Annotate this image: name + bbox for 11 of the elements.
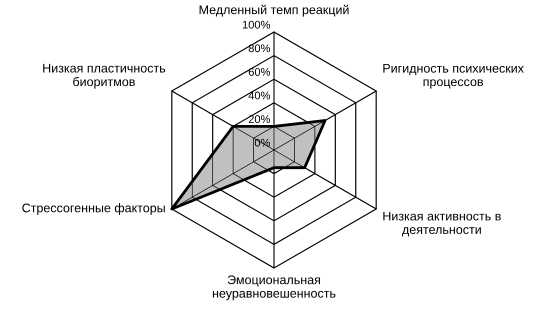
spoke-label: Низкая пластичность биоритмов bbox=[43, 64, 166, 89]
y-tick-label: 60% bbox=[248, 68, 270, 76]
y-tick-label: 40% bbox=[248, 92, 270, 100]
y-tick-label: 20% bbox=[248, 115, 270, 124]
y-tick-label: 80% bbox=[248, 44, 270, 52]
y-tick-label: 100% bbox=[242, 20, 270, 29]
spoke-label: Ригидность психических процессов bbox=[383, 64, 524, 89]
spoke-label: Медленный темп реакций bbox=[200, 4, 349, 17]
spoke-label: Эмоциональная неуравновешенность bbox=[212, 275, 336, 300]
spoke-label: Стрессогенные факторы bbox=[22, 203, 165, 215]
spoke-label: Низкая активность в деятельности bbox=[383, 212, 501, 236]
